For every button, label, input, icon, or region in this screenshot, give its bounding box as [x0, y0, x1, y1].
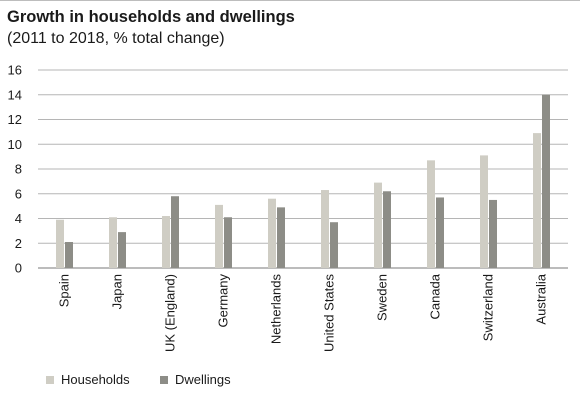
- bar-dwellings: [171, 196, 179, 268]
- y-tick-label: 8: [15, 162, 22, 177]
- bar-households: [427, 160, 435, 268]
- bar-households: [321, 190, 329, 268]
- bar-households: [268, 198, 276, 268]
- y-tick-label: 16: [8, 63, 22, 78]
- x-tick-label: Spain: [57, 274, 72, 307]
- top-rule: [0, 0, 580, 1]
- y-tick-label: 2: [15, 236, 22, 251]
- y-tick-label: 0: [15, 261, 22, 276]
- legend-item-households: Households: [46, 372, 130, 387]
- bar-dwellings: [65, 242, 73, 268]
- bar-dwellings: [118, 232, 126, 268]
- bar-dwellings: [436, 197, 444, 268]
- bar-dwellings: [224, 217, 232, 268]
- x-tick-label: Netherlands: [269, 274, 284, 345]
- legend-label-households: Households: [61, 372, 130, 387]
- x-tick-label: Sweden: [375, 274, 390, 321]
- bar-dwellings: [383, 191, 391, 268]
- bar-households: [533, 133, 541, 268]
- legend-item-dwellings: Dwellings: [160, 372, 231, 387]
- bar-households: [374, 182, 382, 268]
- x-tick-label: Japan: [110, 274, 125, 309]
- x-tick-label: Australia: [534, 273, 549, 324]
- bar-dwellings: [542, 94, 550, 268]
- y-tick-label: 4: [15, 211, 22, 226]
- legend-label-dwellings: Dwellings: [175, 372, 231, 387]
- chart-title: Growth in households and dwellings: [7, 8, 295, 26]
- bar-households: [109, 217, 117, 268]
- x-tick-label: Germany: [216, 274, 231, 328]
- x-tick-label: United States: [322, 274, 337, 353]
- bar-households: [215, 204, 223, 268]
- bar-households: [480, 155, 488, 268]
- x-tick-label: Switzerland: [481, 274, 496, 341]
- chart-subtitle: (2011 to 2018, % total change): [7, 30, 225, 47]
- legend-swatch-dwellings: [160, 375, 168, 384]
- y-tick-label: 6: [15, 186, 22, 201]
- bar-dwellings: [277, 207, 285, 268]
- legend-swatch-households: [46, 375, 54, 384]
- x-tick-label: Canada: [428, 273, 443, 319]
- bar-households: [56, 219, 64, 268]
- y-tick-label: 14: [8, 87, 22, 102]
- y-tick-label: 10: [8, 137, 22, 152]
- x-tick-label: UK (England): [163, 274, 178, 352]
- bar-dwellings: [489, 199, 497, 268]
- bar-households: [162, 216, 170, 268]
- chart-legend: Households Dwellings: [0, 372, 580, 392]
- bar-dwellings: [330, 222, 338, 268]
- y-tick-label: 12: [8, 112, 22, 127]
